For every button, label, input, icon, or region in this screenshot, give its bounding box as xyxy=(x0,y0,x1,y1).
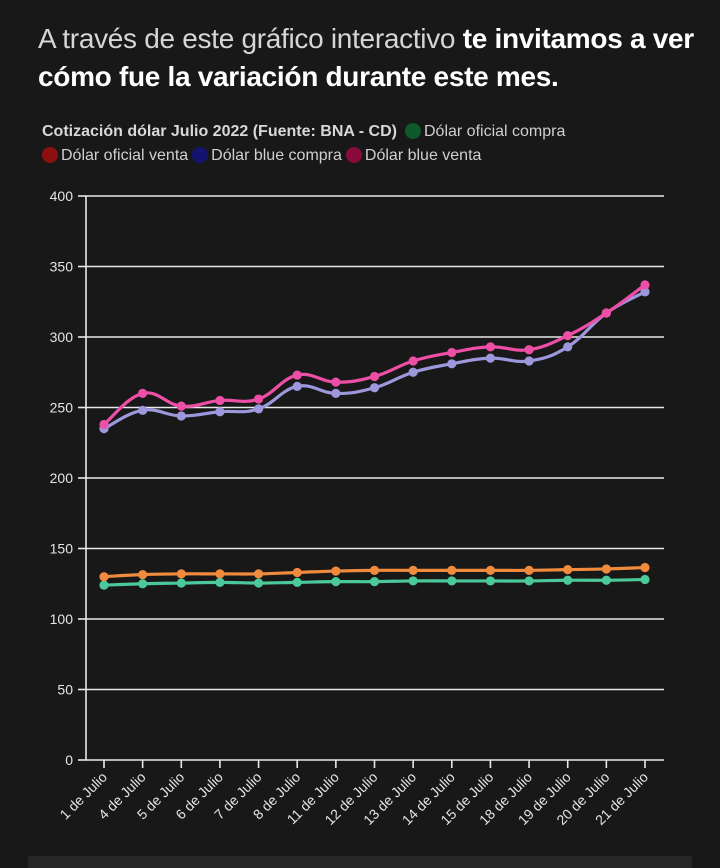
data-point[interactable] xyxy=(640,280,650,290)
data-point[interactable] xyxy=(447,565,457,575)
data-point[interactable] xyxy=(563,330,573,341)
legend-label: Dólar oficial compra xyxy=(424,123,566,140)
data-point[interactable] xyxy=(292,567,302,578)
data-point[interactable] xyxy=(331,388,341,398)
data-point[interactable] xyxy=(99,419,109,430)
legend: Dólar oficial compra Dólar oficial venta D… xyxy=(42,123,569,164)
legend-item[interactable]: Dólar blue compra xyxy=(192,144,342,168)
data-point[interactable] xyxy=(253,394,264,404)
data-point[interactable] xyxy=(369,383,380,393)
data-point[interactable] xyxy=(601,564,611,574)
y-tick-label: 0 xyxy=(65,752,73,768)
series-line[interactable] xyxy=(102,283,646,426)
chart-header: Cotización dólar Julio 2022 (Fuente: BNA… xyxy=(42,120,682,168)
data-point[interactable] xyxy=(253,404,264,414)
data-point[interactable] xyxy=(485,576,496,586)
legend-label: Dólar oficial venta xyxy=(61,147,189,164)
data-point[interactable] xyxy=(138,579,148,589)
y-tick-label: 100 xyxy=(50,611,74,627)
data-point[interactable] xyxy=(563,342,573,352)
data-point[interactable] xyxy=(408,576,418,586)
data-point[interactable] xyxy=(369,577,380,587)
y-tick-label: 300 xyxy=(50,329,74,345)
data-point[interactable] xyxy=(524,565,534,575)
bottom-bar xyxy=(28,856,692,868)
data-point[interactable] xyxy=(215,577,225,587)
legend-dot xyxy=(345,147,362,163)
y-tick-label: 400 xyxy=(50,188,74,204)
data-point[interactable] xyxy=(524,345,534,355)
data-point[interactable] xyxy=(176,411,186,421)
data-point[interactable] xyxy=(408,356,418,366)
data-point[interactable] xyxy=(253,578,264,588)
data-point[interactable] xyxy=(485,565,496,575)
data-point[interactable] xyxy=(601,308,611,318)
data-point[interactable] xyxy=(138,569,148,580)
data-point[interactable] xyxy=(331,377,341,387)
legend-dot xyxy=(405,123,421,139)
legend-label: Dólar blue compra xyxy=(211,147,342,164)
legend-item[interactable]: Dólar oficial venta xyxy=(42,144,188,168)
data-point[interactable] xyxy=(563,565,573,575)
data-point[interactable] xyxy=(215,569,225,579)
data-point[interactable] xyxy=(215,407,225,417)
data-point[interactable] xyxy=(215,395,225,406)
data-point[interactable] xyxy=(138,388,148,398)
data-point[interactable] xyxy=(408,367,418,377)
data-point[interactable] xyxy=(447,347,457,358)
data-point[interactable] xyxy=(369,565,380,575)
y-tick-label: 250 xyxy=(50,400,74,416)
y-tick-label: 350 xyxy=(50,259,74,275)
data-point[interactable] xyxy=(485,353,496,363)
intro-text: A través de este gráfico interactivo te … xyxy=(38,20,698,96)
data-point[interactable] xyxy=(292,577,302,587)
y-tick-label: 200 xyxy=(50,470,74,486)
data-point[interactable] xyxy=(331,577,341,587)
legend-label: Dólar blue venta xyxy=(364,147,482,164)
data-point[interactable] xyxy=(292,381,302,391)
data-point[interactable] xyxy=(99,580,109,590)
data-point[interactable] xyxy=(601,575,611,585)
y-tick-label: 50 xyxy=(57,682,73,698)
data-point[interactable] xyxy=(331,566,341,576)
data-point[interactable] xyxy=(524,576,534,586)
data-point[interactable] xyxy=(176,569,186,579)
legend-dot xyxy=(42,147,58,163)
data-point[interactable] xyxy=(640,562,650,573)
legend-item[interactable]: Dólar blue venta xyxy=(345,144,482,168)
legend-item[interactable]: Dólar oficial compra xyxy=(405,120,565,144)
data-point[interactable] xyxy=(447,576,457,586)
data-point[interactable] xyxy=(485,342,496,352)
data-point[interactable] xyxy=(447,359,457,369)
data-point[interactable] xyxy=(408,565,418,575)
data-point[interactable] xyxy=(176,578,186,588)
legend-dot xyxy=(192,147,209,163)
y-tick-label: 150 xyxy=(50,541,74,557)
data-point[interactable] xyxy=(253,569,264,579)
data-point[interactable] xyxy=(176,401,186,411)
intro-bold: te invitamos a ver cómo fue la variación… xyxy=(38,23,694,92)
data-point[interactable] xyxy=(292,370,302,380)
chart-title: Cotización dólar Julio 2022 (Fuente: BNA… xyxy=(42,123,397,140)
data-point[interactable] xyxy=(524,356,534,366)
data-point[interactable] xyxy=(640,287,650,297)
data-point[interactable] xyxy=(640,574,650,585)
data-point[interactable] xyxy=(99,572,109,582)
data-point[interactable] xyxy=(138,405,148,415)
data-point[interactable] xyxy=(563,575,573,585)
intro-normal: A través de este gráfico interactivo xyxy=(38,23,463,54)
data-point[interactable] xyxy=(369,371,380,382)
